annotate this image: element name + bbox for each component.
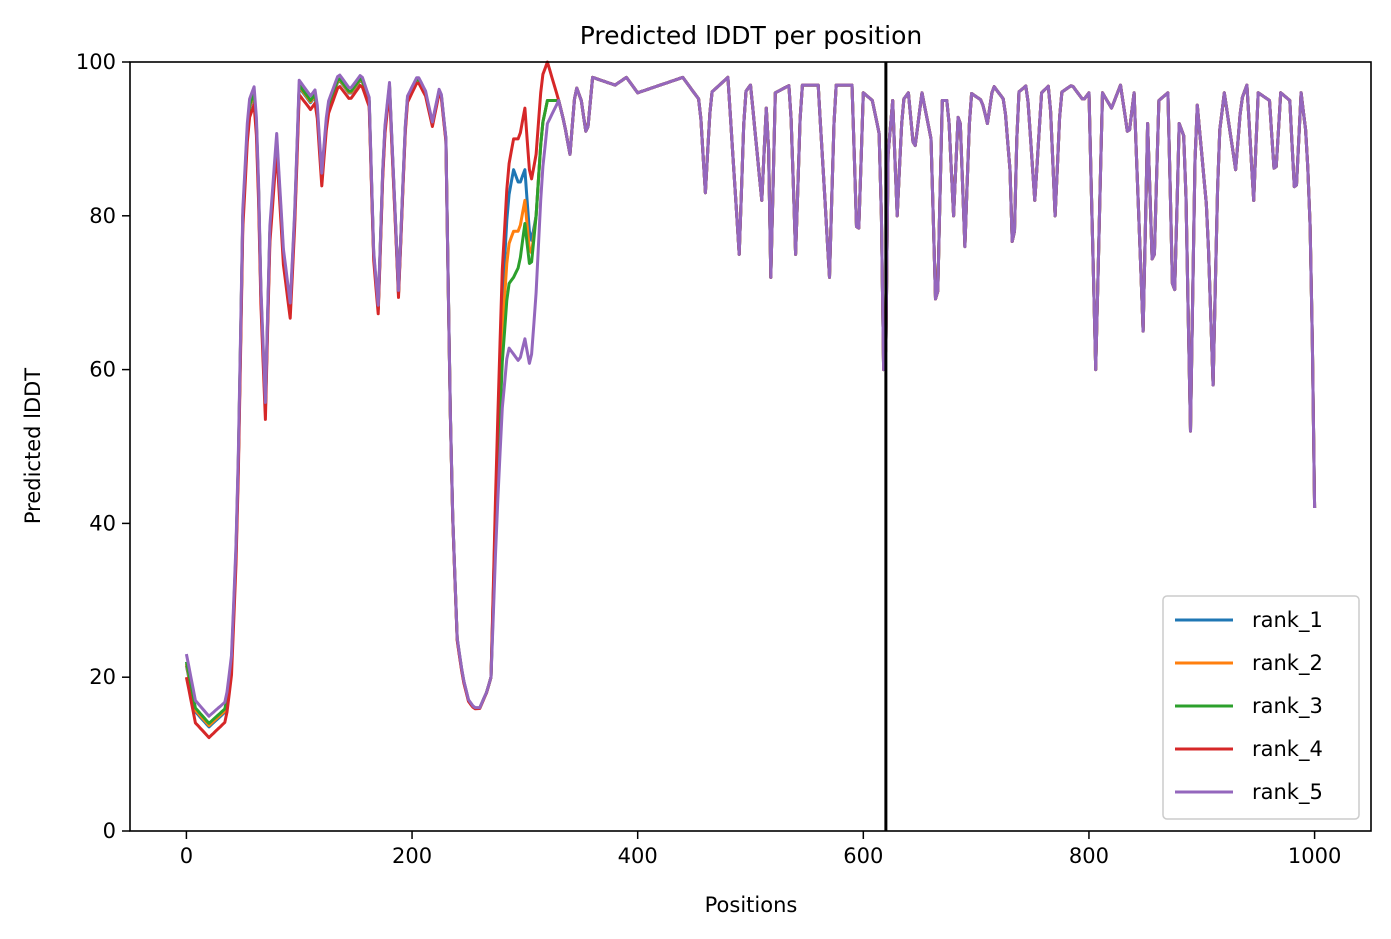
legend-label-rank_3: rank_3: [1252, 694, 1323, 719]
y-axis: 0 20 40 60 80 100: [76, 50, 130, 843]
chart-title: Predicted lDDT per position: [580, 21, 922, 50]
legend: rank_1 rank_2 rank_3 rank_4 rank_5: [1162, 595, 1360, 820]
x-tick-label: 1000: [1288, 844, 1341, 868]
x-axis-title: Positions: [705, 893, 798, 917]
y-tick-label: 80: [89, 204, 116, 228]
y-tick-label: 0: [103, 819, 116, 843]
x-tick-label: 800: [1069, 844, 1109, 868]
x-tick-label: 200: [392, 844, 432, 868]
y-tick-label: 60: [89, 358, 116, 382]
legend-label-rank_4: rank_4: [1252, 737, 1323, 762]
y-tick-label: 40: [89, 511, 116, 535]
legend-box: [1162, 595, 1360, 820]
legend-label-rank_5: rank_5: [1252, 780, 1323, 805]
x-tick-label: 0: [180, 844, 193, 868]
legend-label-rank_1: rank_1: [1252, 608, 1323, 633]
x-tick-label: 600: [843, 844, 883, 868]
axes-frame: [129, 61, 1372, 832]
x-axis: 0 200 400 600 800 1000: [180, 831, 1341, 868]
plot-area: [184, 60, 1317, 740]
series-line-rank_5: [184, 73, 1317, 718]
x-tick-label: 400: [618, 844, 658, 868]
legend-label-rank_2: rank_2: [1252, 651, 1323, 676]
y-axis-title: Predicted lDDT: [21, 368, 45, 524]
y-tick-label: 20: [89, 665, 116, 689]
y-tick-label: 100: [76, 50, 116, 74]
